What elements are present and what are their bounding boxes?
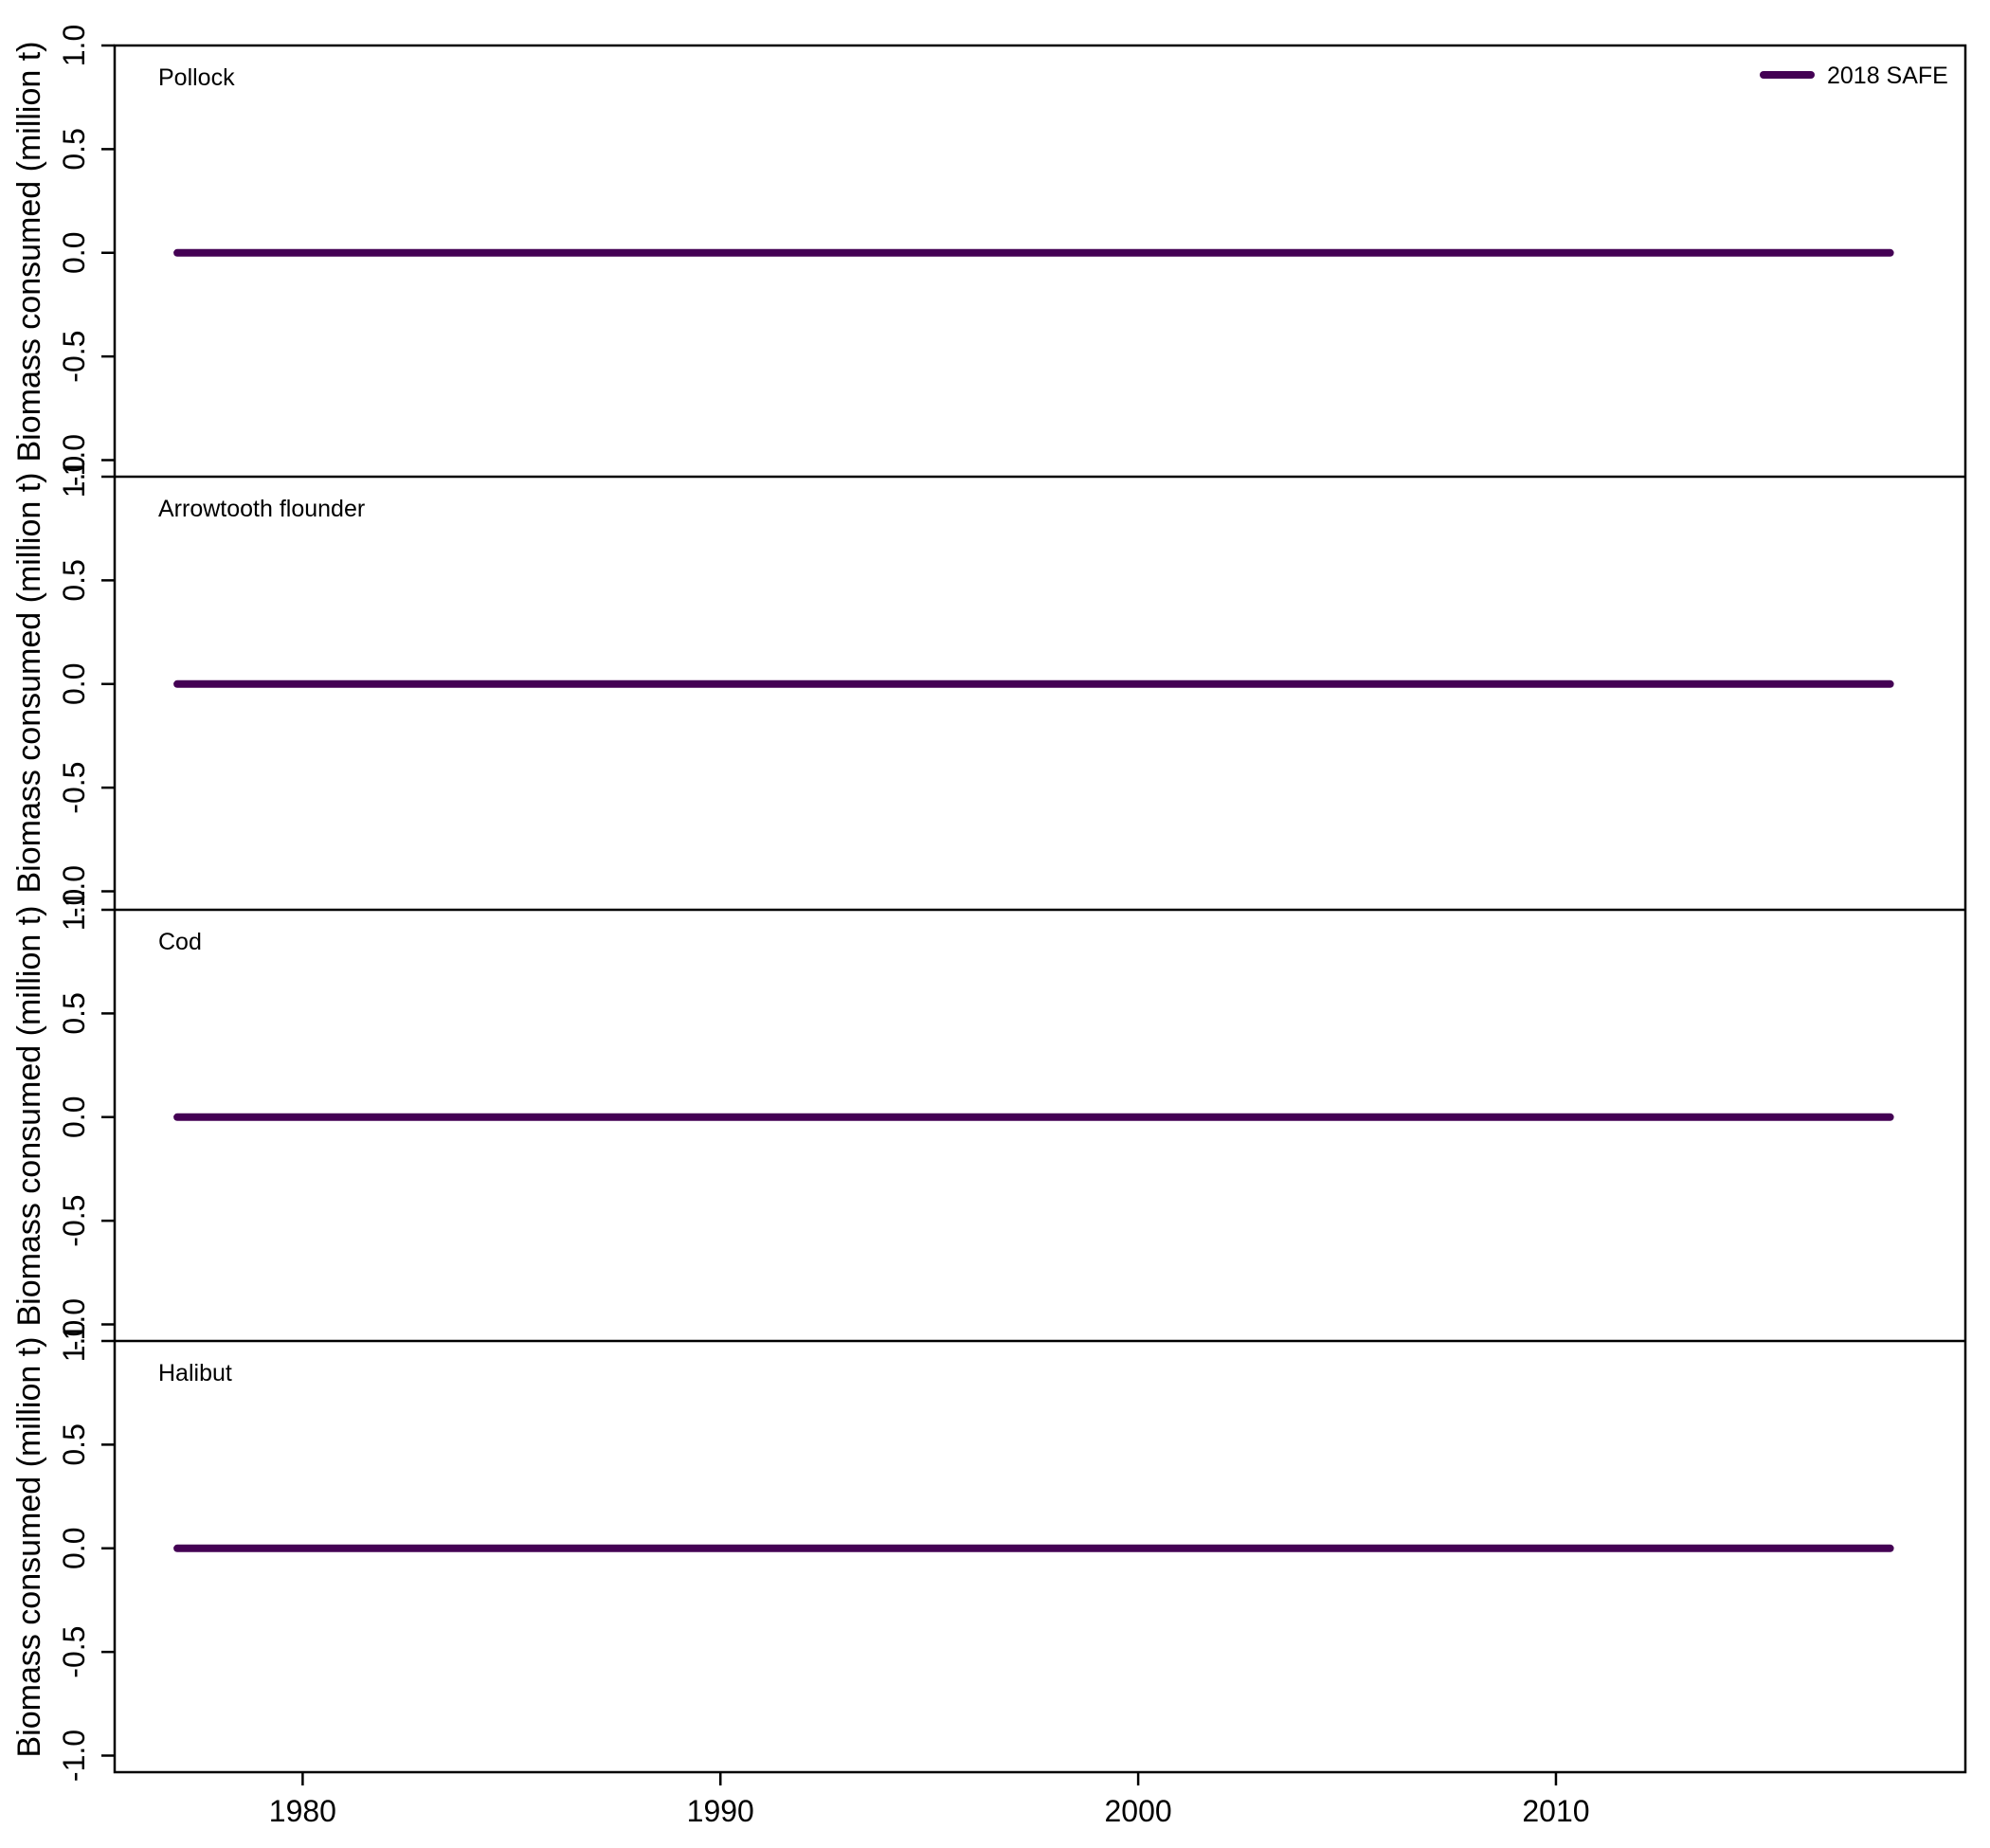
y-tick-label: -0.5 xyxy=(57,762,91,814)
y-tick-label: 0.0 xyxy=(57,1528,91,1569)
y-tick-label: 1.0 xyxy=(57,889,91,931)
y-tick-label: -1.0 xyxy=(57,1730,91,1782)
panel-label: Arrowtooth flounder xyxy=(158,496,365,522)
y-tick-label: 1.0 xyxy=(57,25,91,66)
y-axis-title: Biomass consumed (million t) xyxy=(11,472,47,893)
x-tick-label: 1990 xyxy=(687,1794,754,1828)
panel-label: Cod xyxy=(158,929,202,955)
y-tick-label: 0.5 xyxy=(57,128,91,170)
y-tick-label: -0.5 xyxy=(57,1195,91,1247)
y-axis-title: Biomass consumed (million t) xyxy=(11,905,47,1326)
x-tick-label: 1980 xyxy=(269,1794,336,1828)
y-tick-label: 1.0 xyxy=(57,1320,91,1362)
y-axis-title: Biomass consumed (million t) xyxy=(11,1336,47,1757)
y-tick-label: -0.5 xyxy=(57,1626,91,1678)
y-tick-label: -1.0 xyxy=(57,1298,91,1350)
panel-label: Halibut xyxy=(158,1360,232,1386)
y-tick-label: -1.0 xyxy=(57,865,91,917)
y-axis-title: Biomass consumed (million t) xyxy=(11,41,47,462)
y-tick-label: 0.0 xyxy=(57,1096,91,1138)
y-tick-label: 0.5 xyxy=(57,1423,91,1465)
x-tick-label: 2000 xyxy=(1105,1794,1172,1828)
x-tick-label: 2010 xyxy=(1522,1794,1589,1828)
panel-label: Pollock xyxy=(158,64,235,91)
y-tick-label: 0.5 xyxy=(57,559,91,601)
y-tick-label: -0.5 xyxy=(57,331,91,383)
y-tick-label: 0.0 xyxy=(57,232,91,274)
y-tick-label: 0.0 xyxy=(57,663,91,705)
legend-label: 2018 SAFE xyxy=(1827,63,1948,89)
y-tick-label: 0.5 xyxy=(57,992,91,1034)
y-tick-label: 1.0 xyxy=(57,456,91,498)
y-tick-label: -1.0 xyxy=(57,434,91,486)
